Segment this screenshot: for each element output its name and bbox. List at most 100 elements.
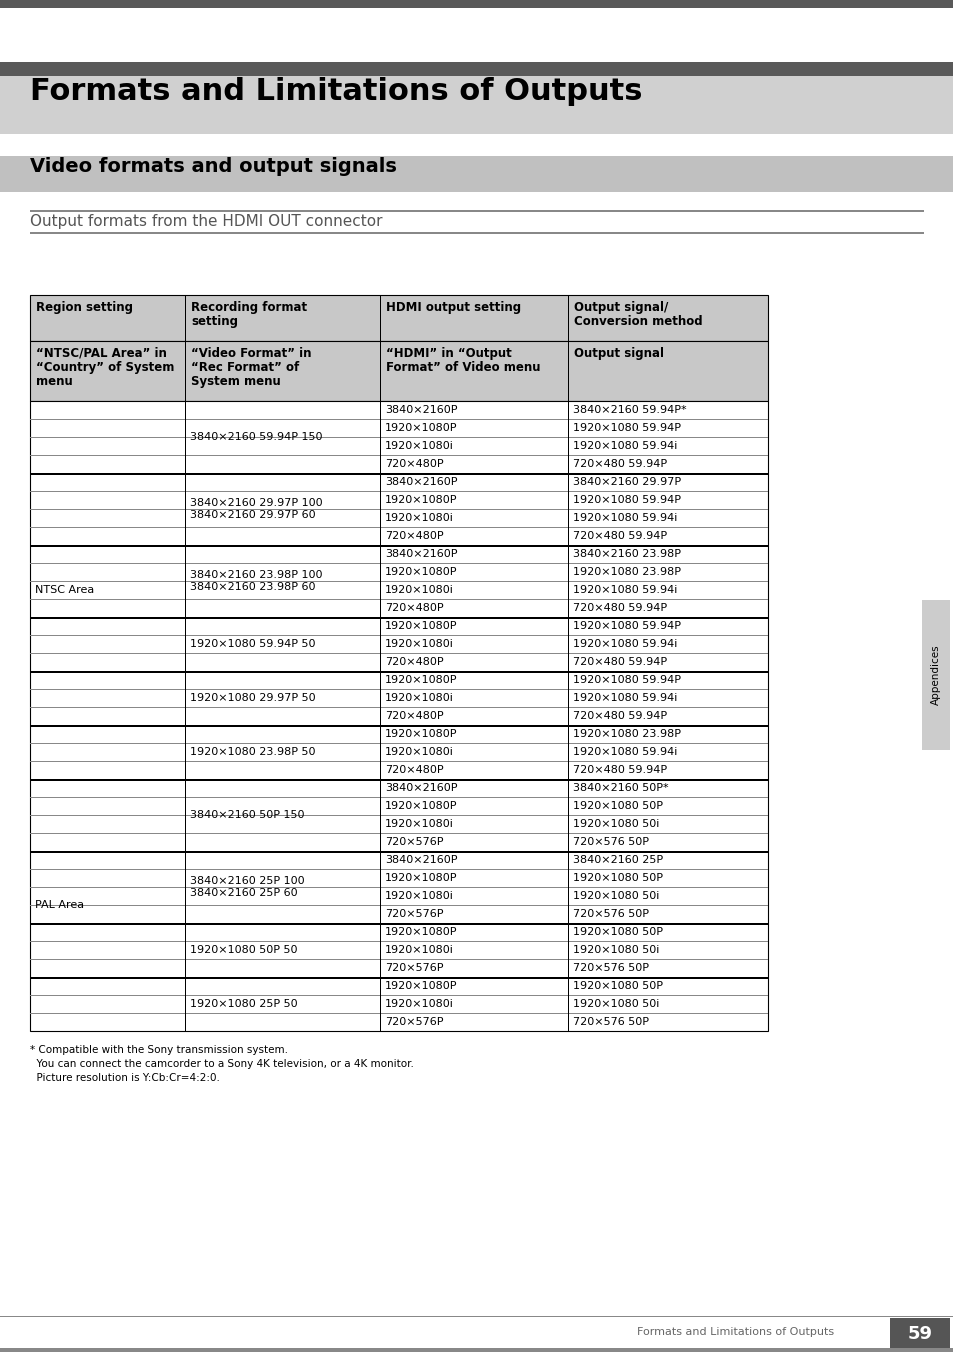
Text: 3840×2160 23.98P 60: 3840×2160 23.98P 60 (190, 583, 315, 592)
Text: Conversion method: Conversion method (574, 315, 702, 329)
Text: setting: setting (191, 315, 237, 329)
Text: Output signal: Output signal (574, 347, 663, 360)
Text: 720×480P: 720×480P (385, 603, 443, 612)
Text: 1920×1080 50P 50: 1920×1080 50P 50 (190, 945, 297, 955)
Text: Output formats from the HDMI OUT connector: Output formats from the HDMI OUT connect… (30, 214, 382, 228)
Text: 3840×2160 25P: 3840×2160 25P (573, 854, 662, 865)
Bar (185, 341, 186, 402)
Bar (30, 341, 767, 402)
Text: 1920×1080i: 1920×1080i (385, 819, 454, 829)
Text: 3840×2160P: 3840×2160P (385, 406, 457, 415)
Text: 1920×1080i: 1920×1080i (385, 748, 454, 757)
Bar (0, 0, 953, 8)
Bar (0, 1315, 953, 1352)
Bar (30, 473, 767, 475)
Text: 3840×2160 25P 60: 3840×2160 25P 60 (190, 888, 297, 899)
Text: 1920×1080i: 1920×1080i (385, 999, 454, 1009)
Text: 720×576P: 720×576P (385, 1017, 443, 1028)
Text: 3840×2160P: 3840×2160P (385, 783, 457, 794)
Text: 1920×1080 59.94P: 1920×1080 59.94P (573, 675, 680, 685)
Text: 1920×1080P: 1920×1080P (385, 800, 457, 811)
Text: 720×480 59.94P: 720×480 59.94P (573, 711, 666, 721)
Text: System menu: System menu (191, 375, 280, 388)
Bar (0, 155, 953, 192)
Text: PAL Area: PAL Area (35, 900, 84, 910)
Bar (921, 600, 949, 750)
Text: 3840×2160 23.98P: 3840×2160 23.98P (573, 549, 680, 558)
Text: 3840×2160 23.98P 100: 3840×2160 23.98P 100 (190, 569, 322, 580)
Text: 720×480P: 720×480P (385, 657, 443, 667)
Text: 1920×1080 59.94i: 1920×1080 59.94i (573, 441, 677, 452)
Text: 1920×1080i: 1920×1080i (385, 441, 454, 452)
Text: 59: 59 (906, 1325, 931, 1343)
Bar (30, 295, 767, 341)
Bar (567, 341, 568, 402)
Bar (30, 617, 767, 618)
Text: “Country” of System: “Country” of System (36, 361, 174, 375)
Text: * Compatible with the Sony transmission system.: * Compatible with the Sony transmission … (30, 1045, 288, 1055)
Bar (567, 295, 568, 341)
Text: 720×576 50P: 720×576 50P (573, 909, 648, 919)
Text: 3840×2160 25P 100: 3840×2160 25P 100 (190, 876, 304, 886)
Text: 720×576P: 720×576P (385, 963, 443, 973)
Text: 720×480 59.94P: 720×480 59.94P (573, 458, 666, 469)
Text: “Video Format” in: “Video Format” in (191, 347, 312, 360)
Text: 720×480P: 720×480P (385, 711, 443, 721)
Text: Format” of Video menu: Format” of Video menu (386, 361, 540, 375)
Text: 720×480 59.94P: 720×480 59.94P (573, 603, 666, 612)
Text: 1920×1080 50P: 1920×1080 50P (573, 982, 662, 991)
Text: 1920×1080P: 1920×1080P (385, 495, 457, 506)
Text: 3840×2160 29.97P: 3840×2160 29.97P (573, 477, 680, 487)
Text: 1920×1080 50P: 1920×1080 50P (573, 873, 662, 883)
Text: Formats and Limitations of Outputs: Formats and Limitations of Outputs (637, 1328, 833, 1337)
Text: “NTSC/PAL Area” in: “NTSC/PAL Area” in (36, 347, 167, 360)
Text: 1920×1080i: 1920×1080i (385, 585, 454, 595)
Text: 1920×1080 25P 50: 1920×1080 25P 50 (190, 999, 297, 1009)
Text: 1920×1080 50i: 1920×1080 50i (573, 945, 659, 955)
Text: 3840×2160 59.94P 150: 3840×2160 59.94P 150 (190, 433, 322, 442)
Text: Region setting: Region setting (36, 301, 132, 314)
Text: 720×480P: 720×480P (385, 765, 443, 775)
Bar (567, 402, 568, 1032)
Text: 1920×1080i: 1920×1080i (385, 891, 454, 900)
Text: 720×576 50P: 720×576 50P (573, 963, 648, 973)
Text: HDMI output setting: HDMI output setting (386, 301, 520, 314)
Text: 3840×2160 59.94P*: 3840×2160 59.94P* (573, 406, 686, 415)
Bar (379, 295, 380, 341)
Text: 1920×1080P: 1920×1080P (385, 566, 457, 577)
Text: 1920×1080P: 1920×1080P (385, 423, 457, 433)
Text: 1920×1080 50P: 1920×1080 50P (573, 800, 662, 811)
Text: 1920×1080P: 1920×1080P (385, 873, 457, 883)
Text: 720×576 50P: 720×576 50P (573, 1017, 648, 1028)
Bar (30, 402, 767, 1032)
Text: 1920×1080 59.94i: 1920×1080 59.94i (573, 512, 677, 523)
Text: 1920×1080 23.98P: 1920×1080 23.98P (573, 566, 680, 577)
Text: 1920×1080 59.94P: 1920×1080 59.94P (573, 495, 680, 506)
Bar (0, 1348, 953, 1352)
Text: 1920×1080 59.94i: 1920×1080 59.94i (573, 585, 677, 595)
Text: 1920×1080P: 1920×1080P (385, 927, 457, 937)
Text: 1920×1080 50i: 1920×1080 50i (573, 891, 659, 900)
Bar (889, 1318, 949, 1351)
Text: 1920×1080P: 1920×1080P (385, 621, 457, 631)
Bar (379, 402, 380, 1032)
Text: 3840×2160P: 3840×2160P (385, 549, 457, 558)
Text: 720×480P: 720×480P (385, 458, 443, 469)
Text: 1920×1080 59.94P: 1920×1080 59.94P (573, 621, 680, 631)
Text: 720×576 50P: 720×576 50P (573, 837, 648, 846)
Text: 1920×1080i: 1920×1080i (385, 694, 454, 703)
Bar (30, 233, 923, 234)
Text: 1920×1080i: 1920×1080i (385, 945, 454, 955)
Text: 1920×1080 23.98P: 1920×1080 23.98P (573, 729, 680, 740)
Text: 1920×1080P: 1920×1080P (385, 982, 457, 991)
Text: 1920×1080 59.94P: 1920×1080 59.94P (573, 423, 680, 433)
Text: 3840×2160P: 3840×2160P (385, 477, 457, 487)
Text: 3840×2160 29.97P 100: 3840×2160 29.97P 100 (190, 498, 322, 507)
Text: menu: menu (36, 375, 72, 388)
Bar (30, 545, 767, 546)
Text: 720×576P: 720×576P (385, 837, 443, 846)
Bar (0, 62, 953, 76)
Text: 3840×2160P: 3840×2160P (385, 854, 457, 865)
Text: 3840×2160 29.97P 60: 3840×2160 29.97P 60 (190, 511, 315, 521)
Text: 1920×1080 23.98P 50: 1920×1080 23.98P 50 (190, 748, 315, 757)
